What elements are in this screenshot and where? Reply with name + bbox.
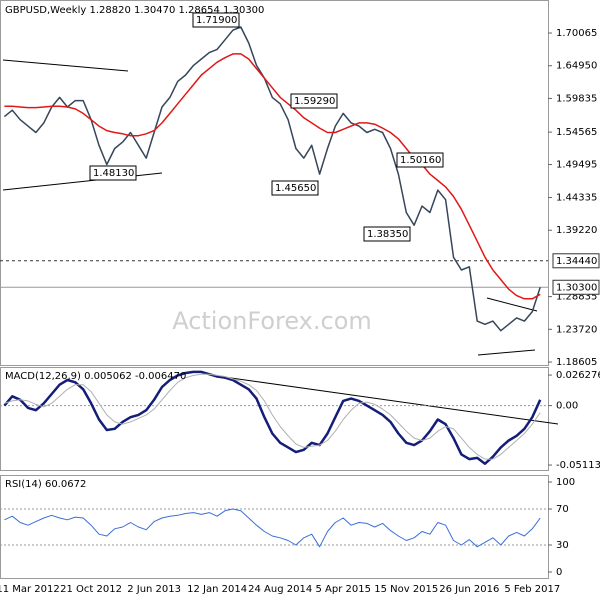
- annotation-label: 1.59290: [294, 96, 335, 107]
- y-tick-label: 0.026276: [556, 370, 600, 381]
- y-tick-label: 30: [556, 540, 569, 551]
- x-tick-label: 26 Jun 2016: [439, 584, 499, 595]
- trendline: [486, 297, 538, 312]
- y-tick-label: 0.00: [556, 401, 578, 412]
- y-tick-label: 1.23720: [556, 324, 597, 335]
- y-tick-label: 1.18605: [556, 357, 597, 368]
- annotation-box: [396, 152, 444, 168]
- y-tick-label: -0.051137: [556, 460, 600, 471]
- macd-panel: [0, 367, 549, 471]
- annotation-box: [192, 12, 240, 28]
- x-tick-label: 24 Aug 2014: [248, 584, 312, 595]
- x-tick-label: 15 Nov 2015: [374, 584, 438, 595]
- x-tick-label: 21 Oct 2012: [60, 584, 122, 595]
- series-line: [4, 508, 541, 548]
- y-tick-label: 0: [556, 567, 562, 578]
- x-tick-label: 11 Mar 2012: [0, 584, 60, 595]
- rsi-panel: [0, 475, 549, 579]
- y-tick-label: 1.39220: [556, 225, 597, 236]
- level-box: [552, 279, 600, 295]
- trendline: [2, 59, 129, 72]
- level-box: [552, 253, 600, 269]
- y-tick-label: 100: [556, 477, 575, 488]
- x-tick-label: 2 Jun 2013: [127, 584, 181, 595]
- annotation-label: 1.48130: [93, 168, 134, 179]
- annotation-label: 1.45650: [275, 183, 316, 194]
- annotation-label: 1.50160: [400, 155, 441, 166]
- annotation-label: 1.71900: [196, 15, 237, 26]
- annotation-box: [363, 226, 411, 242]
- level-label: 1.30300: [556, 282, 597, 293]
- rsi-title: RSI(14) 60.0672: [5, 479, 86, 490]
- annotation-box: [290, 93, 338, 109]
- y-tick-label: 70: [556, 504, 569, 515]
- y-tick-label: 1.59835: [556, 93, 597, 104]
- y-tick-label: 1.44335: [556, 193, 597, 204]
- macd-title: MACD(12,26,9) 0.005062 -0.006470: [5, 371, 186, 382]
- y-tick-label: 1.64950: [556, 61, 597, 72]
- annotation-box: [271, 180, 319, 196]
- y-tick-label: 1.49495: [556, 160, 597, 171]
- series-line: [4, 373, 541, 460]
- x-tick-label: 12 Jan 2014: [187, 584, 247, 595]
- y-tick-label: 1.28835: [556, 292, 597, 303]
- level-label: 1.34440: [556, 256, 597, 267]
- series-line: [4, 53, 541, 300]
- trendline: [477, 349, 536, 356]
- y-tick-label: 1.54565: [556, 127, 597, 138]
- annotation-box: [89, 165, 137, 181]
- series-line: [3, 370, 542, 465]
- series-line: [3, 26, 541, 332]
- watermark: ActionForex.com: [172, 307, 372, 335]
- price-panel: [0, 0, 549, 366]
- chart-title: GBPUSD,Weekly 1.28820 1.30470 1.28654 1.…: [5, 5, 264, 16]
- y-tick-label: 1.70065: [556, 28, 597, 39]
- trendline: [209, 374, 559, 425]
- x-tick-label: 5 Feb 2017: [504, 584, 560, 595]
- x-tick-label: 5 Apr 2015: [315, 584, 370, 595]
- annotation-label: 1.38350: [367, 229, 408, 240]
- plot-layer: 1.70065 1.64950 1.59835 1.54565 1.49495 1.443…: [0, 12, 600, 595]
